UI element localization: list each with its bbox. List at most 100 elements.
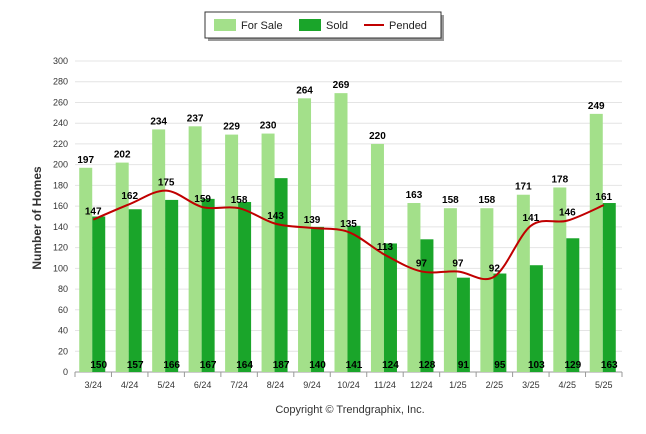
copyright-text: Copyright © Trendgraphix, Inc.	[275, 404, 424, 416]
bar-for-sale[interactable]	[298, 98, 312, 372]
bar-for-sale[interactable]	[225, 134, 239, 372]
bar-sold[interactable]	[128, 209, 142, 372]
data-label-for-sale: 178	[551, 174, 568, 185]
bar-for-sale[interactable]	[115, 162, 129, 372]
x-tick-label: 10/24	[337, 380, 360, 390]
data-label-pended: 159	[194, 194, 211, 205]
bar-for-sale[interactable]	[443, 208, 457, 372]
data-label-pended: 141	[522, 213, 539, 224]
y-tick-label: 160	[53, 201, 68, 211]
bar-sold[interactable]	[456, 277, 470, 372]
data-label-pended: 158	[231, 195, 248, 206]
bar-sold[interactable]	[274, 178, 288, 372]
data-labels: 197 150 202 157 234 166 237 167 229 164 230 187 264 1…	[77, 80, 618, 371]
y-tick-label: 200	[53, 160, 68, 170]
data-label-for-sale: 264	[296, 85, 313, 96]
bar-sold[interactable]	[602, 203, 616, 372]
bar-sold[interactable]	[383, 243, 397, 372]
data-label-for-sale: 171	[515, 182, 532, 193]
x-tick-label: 5/24	[157, 380, 175, 390]
y-tick-label: 60	[58, 305, 68, 315]
y-tick-label: 40	[58, 326, 68, 336]
x-tick-label: 9/24	[303, 380, 321, 390]
bar-for-sale[interactable]	[480, 208, 494, 372]
data-label-pended: 147	[85, 207, 102, 218]
bar-for-sale[interactable]	[407, 203, 421, 372]
bar-sold[interactable]	[529, 265, 543, 372]
data-label-pended: 113	[377, 242, 394, 253]
data-label-for-sale: 237	[187, 113, 204, 124]
bar-sold[interactable]	[347, 225, 361, 372]
pended-line[interactable]	[92, 189, 605, 281]
data-label-sold: 166	[163, 360, 180, 371]
y-tick-label: 140	[53, 222, 68, 232]
x-tick-label: 4/24	[121, 380, 139, 390]
bar-sold[interactable]	[566, 238, 580, 372]
legend-label-pended: Pended	[389, 20, 427, 32]
y-tick-label: 80	[58, 284, 68, 294]
data-label-sold: 91	[458, 360, 470, 371]
bar-for-sale[interactable]	[188, 126, 202, 372]
data-label-for-sale: 220	[369, 131, 386, 142]
data-label-pended: 97	[452, 258, 464, 269]
data-label-for-sale: 158	[479, 195, 496, 206]
data-label-pended: 161	[595, 192, 612, 203]
data-label-pended: 175	[158, 178, 175, 189]
data-label-pended: 146	[559, 208, 576, 219]
data-label-sold: 150	[90, 360, 107, 371]
y-tick-label: 0	[63, 367, 68, 377]
x-tick-label: 2/25	[486, 380, 504, 390]
legend-label-sold: Sold	[326, 20, 348, 32]
bar-sold[interactable]	[165, 199, 179, 372]
bar-for-sale[interactable]	[261, 133, 275, 372]
x-tick-label: 8/24	[267, 380, 285, 390]
data-label-sold: 129	[564, 360, 581, 371]
x-tick-label: 11/24	[374, 380, 396, 390]
y-tick-label: 120	[53, 243, 68, 253]
data-label-sold: 167	[200, 360, 217, 371]
y-tick-label: 220	[53, 139, 68, 149]
y-tick-label: 280	[53, 77, 68, 87]
data-label-for-sale: 269	[333, 80, 350, 91]
bar-for-sale[interactable]	[79, 167, 93, 372]
bar-sold[interactable]	[92, 216, 106, 373]
bar-sold[interactable]	[493, 273, 507, 372]
bar-for-sale[interactable]	[152, 129, 166, 372]
data-label-for-sale: 163	[406, 190, 423, 201]
data-label-sold: 157	[127, 360, 144, 371]
x-tick-label: 1/25	[449, 380, 467, 390]
legend-swatch-sold	[299, 19, 321, 31]
x-tick-label: 6/24	[194, 380, 212, 390]
data-label-for-sale: 230	[260, 121, 277, 132]
bar-for-sale[interactable]	[334, 93, 348, 373]
data-label-sold: 141	[346, 360, 363, 371]
data-label-for-sale: 229	[223, 122, 240, 133]
x-tick-label: 5/25	[595, 380, 613, 390]
y-tick-label: 260	[53, 97, 68, 107]
bar-sold[interactable]	[201, 198, 215, 372]
pended-line-series	[92, 189, 605, 281]
bar-sold[interactable]	[311, 226, 325, 372]
bar-for-sale[interactable]	[553, 187, 567, 372]
legend-swatch-for-sale	[214, 19, 236, 31]
legend[interactable]: For Sale Sold Pended	[204, 11, 444, 41]
x-tick-label: 7/24	[230, 380, 248, 390]
data-label-pended: 162	[121, 191, 138, 202]
bar-for-sale[interactable]	[370, 143, 384, 372]
data-label-for-sale: 197	[77, 155, 94, 166]
data-label-sold: 187	[273, 360, 290, 371]
legend-box	[204, 11, 442, 39]
y-tick-label: 240	[53, 118, 68, 128]
data-label-sold: 124	[382, 360, 399, 371]
x-tick-label: 3/24	[84, 380, 102, 390]
data-label-for-sale: 202	[114, 150, 131, 161]
x-tick-label: 12/24	[410, 380, 433, 390]
bar-sold[interactable]	[238, 201, 252, 372]
data-label-sold: 163	[601, 360, 618, 371]
bar-for-sale[interactable]	[589, 113, 603, 373]
data-label-pended: 97	[416, 258, 428, 269]
y-tick-label: 100	[53, 263, 68, 273]
y-tick-label: 20	[58, 346, 68, 356]
data-label-pended: 135	[340, 219, 357, 230]
